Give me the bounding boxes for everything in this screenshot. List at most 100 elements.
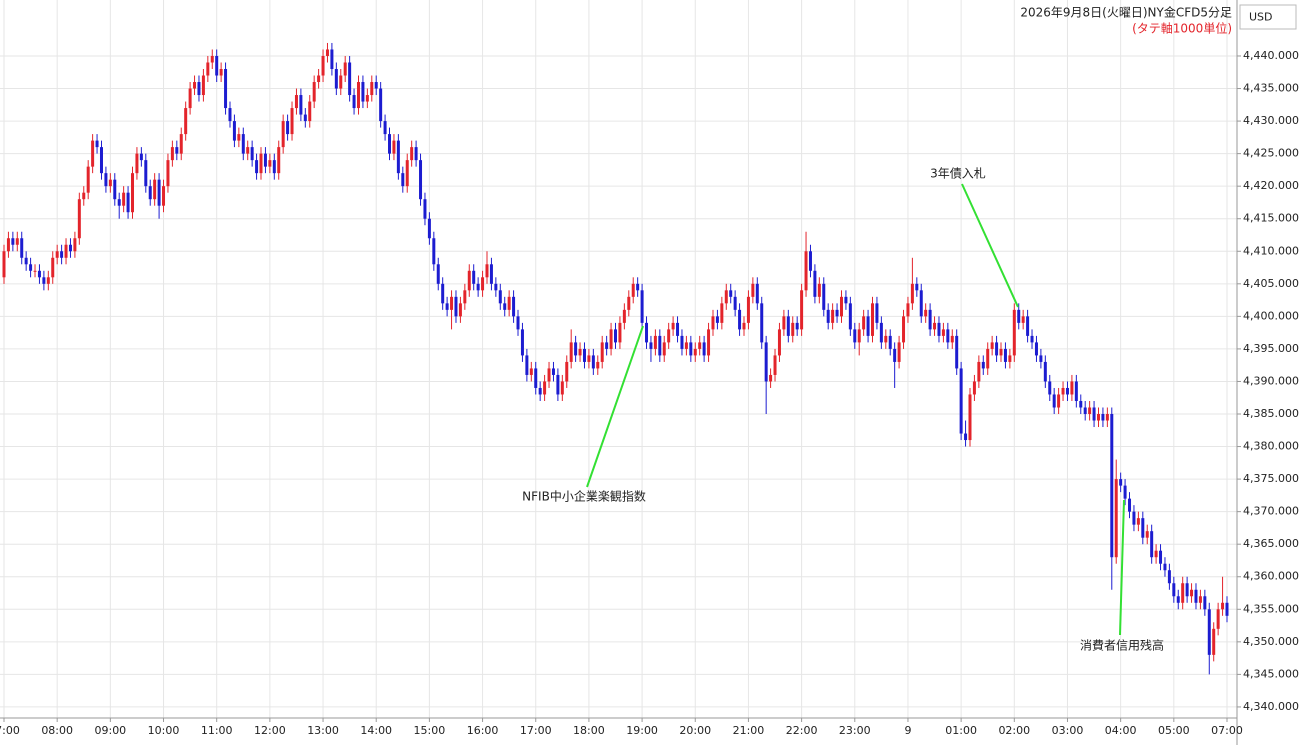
- y-tick-label: 4,360.000: [1243, 570, 1299, 583]
- candle-body: [91, 140, 95, 167]
- candle-body: [441, 283, 445, 304]
- candle-body: [445, 303, 449, 310]
- candle-body: [277, 147, 281, 174]
- candle-body: [51, 257, 55, 278]
- candle-body: [884, 335, 888, 343]
- chart-subtitle: (タテ軸1000単位): [1132, 21, 1232, 36]
- candle-body: [436, 264, 440, 284]
- candle-body: [574, 342, 578, 356]
- candle-body: [370, 82, 374, 96]
- candle-body: [432, 238, 436, 265]
- candle-body: [348, 62, 352, 96]
- candle-body: [893, 348, 897, 362]
- candle-body: [1079, 400, 1083, 408]
- candle-body: [662, 342, 666, 356]
- y-tick-label: 4,395.000: [1243, 342, 1299, 355]
- candle-body: [1026, 316, 1030, 336]
- x-tick-label: 05:00: [1158, 724, 1190, 737]
- candle-body: [308, 101, 312, 122]
- y-tick-label: 4,380.000: [1243, 440, 1299, 453]
- candle-body: [64, 244, 68, 258]
- candle-body: [596, 361, 600, 369]
- candle-body: [1163, 563, 1167, 571]
- x-tick-label: 03:00: [1052, 724, 1084, 737]
- candle-body: [879, 322, 883, 343]
- y-tick-label: 4,370.000: [1243, 505, 1299, 518]
- x-tick-label: 11:00: [201, 724, 233, 737]
- candle-body: [760, 303, 764, 343]
- candle-body: [374, 82, 378, 89]
- plot-area: [2, 42, 1229, 675]
- candle-body: [955, 335, 959, 369]
- candle-body: [401, 173, 405, 187]
- candle-body: [228, 108, 232, 122]
- candle-body: [272, 160, 276, 174]
- candle-body: [1034, 342, 1038, 356]
- currency-label: USD: [1249, 11, 1273, 24]
- y-tick-label: 4,345.000: [1243, 667, 1299, 680]
- candle-body: [764, 342, 768, 382]
- candle-body: [888, 335, 892, 349]
- candle-body: [1154, 550, 1158, 558]
- candle-body: [941, 329, 945, 336]
- candle-body: [122, 192, 126, 206]
- candle-body: [86, 166, 90, 193]
- candle-body: [560, 381, 564, 395]
- candle-body: [104, 173, 108, 187]
- candle-body: [148, 186, 152, 200]
- candle-body: [578, 348, 582, 356]
- candle-body: [162, 186, 166, 206]
- candle-body: [636, 283, 640, 291]
- candle-body: [1212, 628, 1216, 655]
- candle-body: [175, 147, 179, 154]
- candle-body: [241, 134, 245, 154]
- candle-body: [458, 303, 462, 317]
- candle-body: [321, 55, 325, 76]
- candle-body: [73, 238, 77, 252]
- candle-body: [839, 296, 843, 317]
- candle-body: [1048, 381, 1052, 395]
- candle-body: [1159, 550, 1163, 564]
- candle-body: [671, 322, 675, 330]
- y-tick-label: 4,375.000: [1243, 472, 1299, 485]
- candle-body: [875, 303, 879, 323]
- candle-body: [352, 95, 356, 109]
- annotation-line: [586, 325, 644, 488]
- candle-body: [853, 329, 857, 343]
- candle-body: [42, 277, 46, 284]
- candle-body: [388, 134, 392, 154]
- candle-body: [503, 303, 507, 310]
- y-tick-label: 4,430.000: [1243, 114, 1299, 127]
- candle-body: [20, 238, 24, 258]
- candle-body: [95, 140, 99, 148]
- candle-body: [206, 62, 210, 76]
- x-tick-label: 9: [904, 724, 911, 737]
- candle-body: [551, 368, 555, 375]
- x-tick-label: 07:00: [0, 724, 20, 737]
- candle-body: [538, 387, 542, 395]
- candle-body: [928, 309, 932, 330]
- candle-body: [379, 88, 383, 122]
- candle-body: [915, 283, 919, 291]
- candle-body: [1101, 414, 1105, 421]
- candle-body: [826, 309, 830, 323]
- candle-body: [33, 270, 37, 272]
- candle-body: [618, 322, 622, 343]
- candle-body: [844, 296, 848, 304]
- candle-body: [587, 355, 591, 362]
- candle-body: [312, 82, 316, 102]
- candle-body: [365, 95, 369, 102]
- candle-body: [144, 160, 148, 187]
- x-tick-label: 09:00: [94, 724, 126, 737]
- candle-body: [15, 238, 19, 245]
- candle-body: [423, 199, 427, 219]
- candle-body: [330, 49, 334, 70]
- candle-body: [933, 322, 937, 330]
- candle-body: [857, 329, 861, 343]
- candle-body: [680, 335, 684, 349]
- x-tick-label: 20:00: [679, 724, 711, 737]
- candle-body: [1008, 355, 1012, 362]
- candle-body: [614, 329, 617, 343]
- candle-body: [520, 329, 524, 356]
